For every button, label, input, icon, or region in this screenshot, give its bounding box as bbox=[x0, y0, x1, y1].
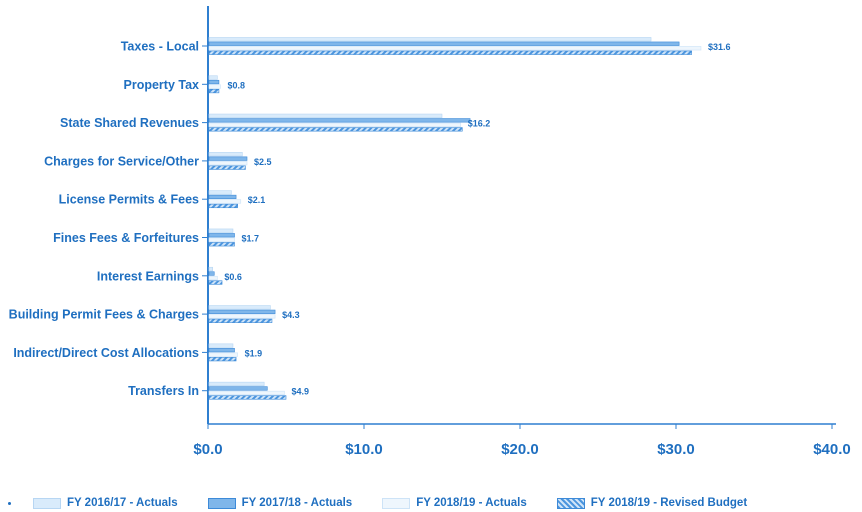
bar bbox=[208, 352, 238, 357]
bar bbox=[208, 88, 220, 94]
bar bbox=[208, 50, 692, 55]
category-label: Transfers In bbox=[128, 384, 199, 398]
data-label: $0.8 bbox=[227, 80, 245, 90]
bar bbox=[208, 271, 215, 276]
bar bbox=[208, 203, 238, 209]
bar bbox=[208, 84, 221, 89]
data-label: $2.5 bbox=[254, 157, 272, 167]
data-label: $0.6 bbox=[224, 272, 242, 282]
bar bbox=[208, 348, 235, 353]
legend-swatch bbox=[556, 497, 585, 509]
bar bbox=[208, 314, 276, 319]
x-tick-labels: $0.0 $10.0 $20.0 $30.0 $40.0 bbox=[193, 441, 850, 458]
bar bbox=[208, 118, 471, 123]
bar bbox=[208, 318, 273, 323]
category-label: Interest Earnings bbox=[97, 269, 199, 283]
bar bbox=[208, 266, 213, 272]
data-label: $1.7 bbox=[242, 234, 260, 244]
bar bbox=[208, 152, 243, 157]
bar bbox=[208, 37, 652, 42]
legend-item-fy2016-17-actuals: FY 2016/17 - Actuals bbox=[33, 497, 178, 509]
bar bbox=[208, 381, 265, 387]
bar bbox=[208, 233, 235, 238]
bar bbox=[208, 357, 237, 362]
bar bbox=[208, 199, 242, 204]
bar bbox=[208, 46, 702, 51]
legend-label: FY 2016/17 - Actuals bbox=[67, 497, 178, 509]
legend-swatch bbox=[33, 497, 61, 509]
data-label: $4.3 bbox=[282, 310, 300, 320]
data-label: $2.1 bbox=[248, 195, 266, 205]
legend-marker-dot bbox=[8, 501, 11, 505]
bar-group bbox=[208, 37, 702, 400]
bar bbox=[208, 390, 285, 396]
category-labels: Taxes - Local Property Tax State Shared Re… bbox=[9, 40, 199, 399]
bar bbox=[208, 386, 268, 391]
bar bbox=[208, 156, 248, 161]
x-tick-label: $20.0 bbox=[501, 441, 539, 458]
category-label: License Permits & Fees bbox=[59, 193, 199, 207]
legend-label: FY 2018/19 - Revised Budget bbox=[590, 497, 748, 509]
bar bbox=[208, 122, 462, 127]
bar bbox=[208, 41, 680, 46]
legend-swatch bbox=[382, 497, 411, 509]
x-tick-label: $0.0 bbox=[193, 441, 222, 458]
bar bbox=[208, 75, 218, 80]
bar bbox=[208, 280, 223, 285]
category-label: Property Tax bbox=[124, 78, 200, 92]
data-label: $4.9 bbox=[291, 387, 309, 397]
legend-item-fy2018-19-revised-budget: FY 2018/19 - Revised Budget bbox=[556, 497, 748, 509]
x-tick-label: $40.0 bbox=[813, 441, 851, 458]
bar bbox=[208, 395, 287, 400]
legend-label: FY 2018/19 - Actuals bbox=[416, 497, 527, 509]
legend-item-fy2017-18-actuals: FY 2017/18 - Actuals bbox=[207, 497, 353, 509]
category-label: Building Permit Fees & Charges bbox=[9, 308, 199, 322]
data-label: $16.2 bbox=[468, 119, 491, 129]
bar bbox=[208, 161, 248, 166]
category-label: Taxes - Local bbox=[121, 40, 199, 54]
category-label: Charges for Service/Other bbox=[44, 154, 199, 168]
x-tick-label: $10.0 bbox=[345, 441, 383, 458]
x-tick-label: $30.0 bbox=[657, 441, 695, 458]
legend-label: FY 2017/18 - Actuals bbox=[241, 497, 353, 509]
bar bbox=[208, 127, 463, 132]
category-label: Fines Fees & Forfeitures bbox=[53, 231, 199, 245]
category-label: State Shared Revenues bbox=[60, 116, 199, 130]
category-label: Indirect/Direct Cost Allocations bbox=[13, 346, 199, 360]
data-label: $31.6 bbox=[708, 42, 731, 52]
bar bbox=[208, 190, 232, 195]
bar bbox=[208, 79, 220, 85]
data-labels: $31.6 $0.8 $16.2 $2.5 $2.1 $1.7 $0.6 $4.3 $1.9 $4… bbox=[224, 42, 730, 397]
bar-chart: Taxes - Local Property Tax State Shared Re… bbox=[9, 6, 851, 458]
data-label: $1.9 bbox=[245, 348, 263, 358]
chart-axes bbox=[202, 6, 836, 429]
bar bbox=[208, 237, 235, 242]
bar bbox=[208, 113, 443, 118]
chart-legend: FY 2016/17 - Actuals FY 2017/18 - Actual… bbox=[8, 495, 858, 511]
bar bbox=[208, 194, 237, 200]
bar bbox=[208, 309, 276, 314]
bar bbox=[208, 305, 271, 310]
legend-swatch bbox=[207, 497, 236, 509]
bar bbox=[208, 228, 234, 233]
bar bbox=[208, 343, 234, 348]
bar bbox=[208, 275, 218, 281]
bar bbox=[208, 165, 246, 170]
legend-item-fy2018-19-actuals: FY 2018/19 - Actuals bbox=[382, 497, 527, 509]
bar bbox=[208, 242, 235, 247]
